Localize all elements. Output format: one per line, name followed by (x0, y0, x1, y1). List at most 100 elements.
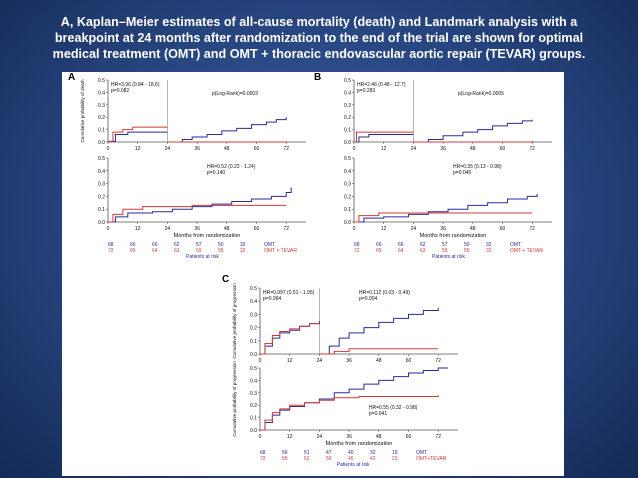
risk-table-b: 68 66 66 62 57 50 32 OMT 72 65 64 63 59 55 32 OMT + TEV… (354, 242, 543, 260)
risk-cell: 57 (442, 242, 448, 248)
risk-table-c: 68 56 51 47 40 32 19 OMT 72 55 52 50 45 42 23 OMT+TEVAR… (260, 450, 446, 468)
risk-cell: 55 (282, 456, 288, 462)
hr-annotation: HR=3.96 (0.84 - 18.6) (111, 82, 160, 88)
x-tick-label: 48 (224, 146, 230, 152)
x-tick-label: 72 (283, 226, 289, 232)
x-tick-label: 0 (353, 226, 356, 232)
y-tick-label: 0.3 (250, 312, 257, 318)
y-tick-label: 0.3 (250, 391, 257, 397)
title-line-3: medical treatment (OMT) and OMT + thorac… (52, 47, 586, 61)
risk-cell: 59 (196, 248, 202, 254)
y-tick-label: 0.5 (98, 156, 105, 162)
risk-cell: 32 (486, 242, 492, 248)
p-annotation: p=0.004 (359, 296, 377, 302)
risk-cell: 59 (442, 248, 448, 254)
y-tick-label: 0.2 (344, 115, 351, 121)
x-tick-label: 24 (317, 358, 323, 364)
risk-cell: 32 (240, 248, 246, 254)
risk-group-label: OMT+TEVAR (416, 456, 447, 462)
p-annotation: p=0.283 (357, 88, 375, 94)
risk-cell: 23 (392, 456, 398, 462)
logrank-annotation: p(Log-Rank)=0.0005 (458, 91, 504, 97)
patients-at-risk-caption: Patients at risk (432, 254, 465, 260)
x-tick-label: 36 (346, 434, 352, 440)
km-figure: A B C 0.0 0.1 0.2 0.3 0.4 0.5 0 12 24 36 48 60 72 Cum… (62, 72, 564, 476)
y-tick-label: 0.3 (98, 103, 105, 109)
x-tick-label: 12 (135, 226, 141, 232)
risk-cell: 63 (420, 248, 426, 254)
chart-b-landmark: 0.0 0.1 0.2 0.3 0.4 0.5 0 12 24 36 48 60 72 HR=2.46 (… (344, 78, 552, 152)
risk-row-tevar: 72 65 64 63 59 55 32 OMT + TEVAR (108, 248, 297, 254)
risk-cell: 66 (376, 242, 382, 248)
y-tick-label: 0.1 (250, 416, 257, 422)
risk-cell: 66 (152, 242, 158, 248)
y-tick-label: 0.5 (98, 78, 105, 84)
x-tick-label: 48 (470, 146, 476, 152)
y-tick-label: 0.0 (98, 140, 105, 146)
risk-group-label: OMT + TEVAR (510, 248, 543, 254)
series-tevar (354, 131, 533, 143)
series-omt (260, 307, 439, 355)
risk-cell: 68 (354, 242, 360, 248)
y-tick-label: 0.2 (98, 115, 105, 121)
risk-group-label: OMT (510, 242, 522, 248)
x-tick-label: 24 (317, 434, 323, 440)
risk-cell: 32 (370, 450, 376, 456)
risk-cell: 32 (240, 242, 246, 248)
x-tick-label: 36 (194, 146, 200, 152)
x-tick-label: 60 (254, 226, 260, 232)
patients-at-risk-caption: Patients at risk (186, 254, 219, 260)
logrank-annotation: p(Log-Rank)=0.0003 (212, 91, 258, 97)
y-tick-label: 0.4 (250, 299, 257, 305)
x-tick-label: 0 (259, 434, 262, 440)
x-tick-label: 24 (165, 226, 171, 232)
risk-cell: 55 (218, 248, 224, 254)
chart-a-landmark: 0.0 0.1 0.2 0.3 0.4 0.5 0 12 24 36 48 60 72 Cumulativ… (80, 78, 306, 152)
risk-table-a: 68 66 66 62 57 50 32 OMT 72 65 64 63 59 55 32 OMT + TEV… (108, 242, 297, 260)
x-tick-label: 48 (224, 226, 230, 232)
risk-cell: 68 (108, 242, 114, 248)
risk-cell: 32 (486, 248, 492, 254)
risk-cell: 62 (174, 242, 180, 248)
risk-cell: 63 (174, 248, 180, 254)
risk-cell: 56 (282, 450, 288, 456)
risk-cell: 68 (260, 450, 266, 456)
x-tick-label: 24 (411, 226, 417, 232)
x-tick-label: 60 (254, 146, 260, 152)
p-annotation: p=0.994 (263, 296, 281, 302)
risk-cell: 50 (218, 242, 224, 248)
y-axis-label: Cumulative probability of progression (232, 361, 237, 437)
panel-label-b: B (314, 72, 322, 83)
risk-cell: 64 (398, 248, 404, 254)
x-axis-label: Months from randomization (420, 233, 487, 239)
x-tick-label: 0 (107, 146, 110, 152)
x-tick-label: 12 (381, 226, 387, 232)
p-annotation: p=0.082 (111, 88, 129, 94)
risk-cell: 65 (130, 248, 136, 254)
y-tick-label: 0.5 (344, 78, 351, 84)
risk-row-tevar: 72 65 64 63 59 55 32 OMT + TEVAR (354, 248, 543, 254)
x-tick-label: 36 (440, 146, 446, 152)
x-tick-label: 12 (135, 146, 141, 152)
y-tick-label: 0.0 (250, 428, 257, 434)
y-tick-label: 0.5 (250, 366, 257, 372)
risk-cell: 72 (260, 456, 266, 462)
risk-cell: 51 (304, 450, 310, 456)
panel-label-a: A (68, 72, 76, 83)
risk-cell: 64 (152, 248, 158, 254)
y-tick-label: 0.3 (98, 182, 105, 188)
risk-cell: 72 (108, 248, 114, 254)
x-tick-label: 48 (376, 434, 382, 440)
y-tick-label: 0.1 (98, 207, 105, 213)
risk-group-label: OMT (264, 242, 276, 248)
p-annotation: p=0.045 (453, 170, 471, 176)
x-tick-label: 24 (165, 146, 171, 152)
x-tick-label: 12 (287, 434, 293, 440)
hr-annotation: HR=0.35 (0.13 - 0.98) (453, 164, 502, 170)
series-omt (108, 117, 287, 143)
slide-title: A, Kaplan–Meier estimates of all-cause m… (0, 14, 638, 62)
y-tick-label: 0.3 (344, 182, 351, 188)
y-tick-label: 0.2 (98, 194, 105, 200)
risk-cell: 62 (420, 242, 426, 248)
p-annotation: p=0.140 (207, 170, 225, 176)
